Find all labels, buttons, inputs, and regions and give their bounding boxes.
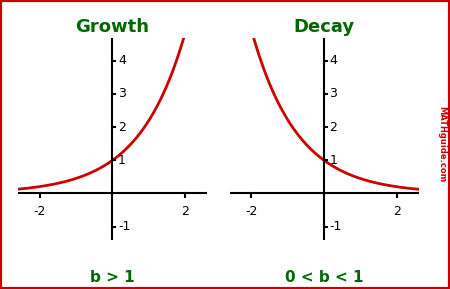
- Text: b > 1: b > 1: [90, 270, 135, 285]
- Text: 1: 1: [329, 154, 338, 167]
- Text: 3: 3: [118, 88, 126, 101]
- Text: 4: 4: [329, 54, 338, 67]
- Text: 2: 2: [329, 121, 338, 134]
- Text: -1: -1: [329, 220, 342, 233]
- Text: 2: 2: [118, 121, 126, 134]
- Text: -2: -2: [245, 205, 257, 218]
- Text: 0 < b < 1: 0 < b < 1: [285, 270, 363, 285]
- Text: 3: 3: [329, 88, 338, 101]
- Text: 4: 4: [118, 54, 126, 67]
- Text: 2: 2: [181, 205, 189, 218]
- Text: 2: 2: [393, 205, 401, 218]
- Text: -2: -2: [34, 205, 46, 218]
- Text: 1: 1: [118, 154, 126, 167]
- Text: -1: -1: [118, 220, 130, 233]
- Title: Decay: Decay: [293, 18, 355, 36]
- Text: MATHguide.com: MATHguide.com: [437, 106, 446, 183]
- Title: Growth: Growth: [76, 18, 149, 36]
